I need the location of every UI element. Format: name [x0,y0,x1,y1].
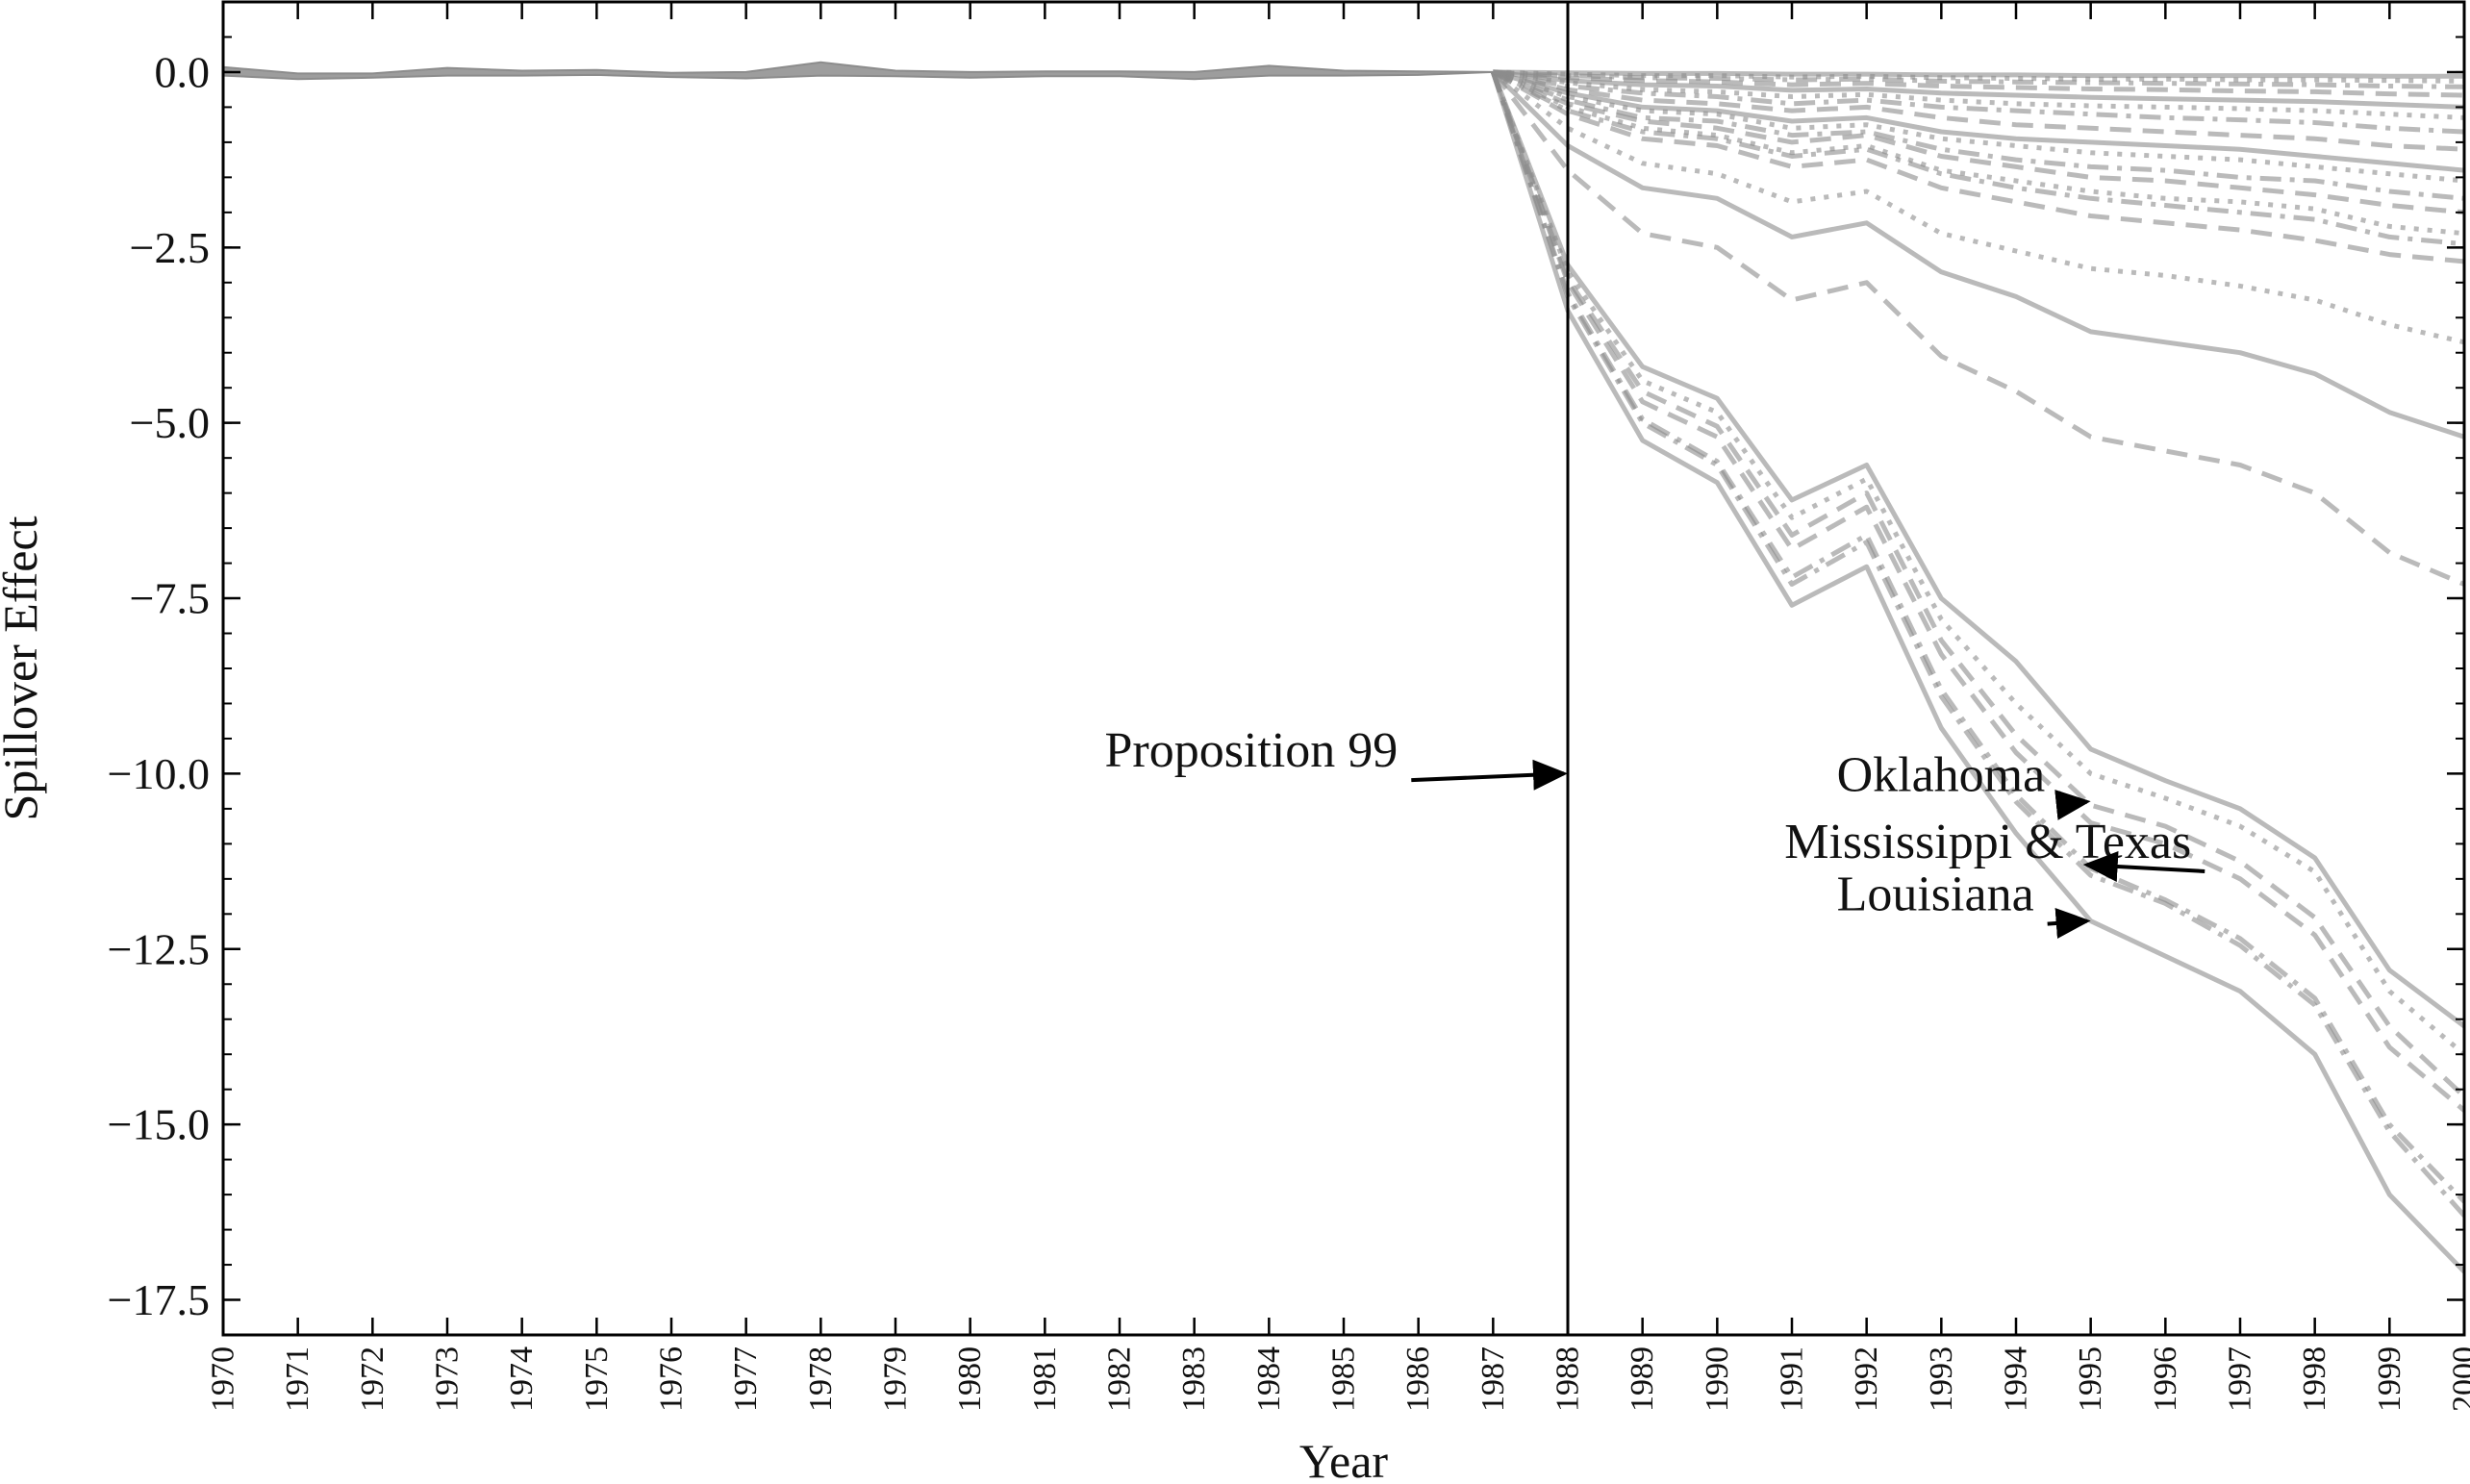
series-line-15 [1492,69,2464,201]
y-tick-label: −5.0 [130,398,210,447]
x-tick-label: 1985 [1326,1346,1362,1412]
series-line-20 [1492,69,2464,120]
x-tick-label: 1976 [654,1346,690,1412]
x-axis-label: Year [1299,1434,1388,1484]
x-tick-label: 1994 [1999,1346,2034,1412]
annotations: Proposition 99 Oklahoma Mississippi & Te… [1104,723,2205,939]
series-line-9 [1491,70,2464,440]
series-line-21 [1493,69,2464,110]
series-line-3 [1490,71,2464,1204]
x-tick-label: 1974 [504,1346,540,1412]
x-tick-label: 1981 [1027,1346,1063,1412]
x-tick-label: 1978 [803,1346,839,1412]
x-ticks: 1970 1971 1972 1973 1974 1975 1976 1977 1978 1979… [206,2,2470,1412]
x-tick-label: 1998 [2297,1346,2332,1412]
series-line-10 [1491,69,2464,345]
x-tick-label: 1992 [1849,1346,1884,1412]
louisiana-label: Louisiana [1837,868,2034,922]
y-axis-label: Spillover Effect [0,516,47,820]
y-tick-label: −7.5 [130,574,210,623]
series-line-11 [1492,69,2464,264]
x-tick-label: 1993 [1924,1346,1959,1412]
x-tick-label: 1980 [952,1346,988,1412]
y-tick-label: −15.0 [108,1100,210,1149]
series-line-7 [1490,70,2464,1028]
x-tick-label: 1987 [1475,1346,1511,1412]
x-tick-label: 1986 [1400,1346,1436,1412]
x-tick-label: 1970 [206,1346,241,1412]
series-line-18 [1492,69,2464,152]
arrow-oklahoma [2054,789,2091,820]
series-line-17 [1492,69,2464,173]
x-tick-label: 1972 [355,1346,391,1412]
y-tick-label: −10.0 [108,749,210,798]
x-tick-label: 1991 [1775,1346,1810,1412]
x-tick-label: 1973 [430,1346,466,1412]
series-line-8 [1491,70,2464,587]
x-tick-label: 1982 [1102,1346,1138,1412]
oklahoma-label: Oklahoma [1837,748,2046,803]
series-line-12 [1492,69,2464,247]
series-line-19 [1492,69,2464,135]
series-line-25 [1493,69,2464,79]
x-tick-label: 1975 [579,1346,615,1412]
series-line-louisiana [1490,71,2464,1274]
x-tick-label: 2000 [2447,1346,2470,1412]
pre-period-band [223,61,1494,81]
series-line-14 [1492,69,2464,215]
arrow-proposition-99 [1411,759,1568,791]
y-ticks: 0.0 −2.5 −5.0 −7.5 −10.0 −12.5 −15.0 −17.5 [108,36,2464,1324]
x-tick-label: 1997 [2223,1346,2258,1412]
x-tick-label: 1977 [728,1346,764,1412]
series-lines [223,61,2464,1274]
y-tick-label: 0.0 [155,47,211,96]
mississippi-texas-label: Mississippi & Texas [1784,815,2191,869]
series-line-4 [1490,71,2464,1113]
x-tick-label: 1979 [878,1346,914,1412]
x-tick-label: 1995 [2073,1346,2108,1412]
proposition-99-label: Proposition 99 [1104,723,1398,778]
y-tick-label: −17.5 [108,1275,210,1324]
y-tick-label: −12.5 [108,924,210,973]
x-tick-label: 1989 [1625,1346,1660,1412]
series-line-5 [1490,71,2464,1098]
x-tick-label: 1971 [280,1346,315,1412]
arrow-mississippi-texas [2082,851,2205,882]
arrow-louisiana [2047,908,2091,939]
series-line-2 [1490,71,2464,1218]
series-line-16 [1492,69,2464,184]
x-tick-label: 1999 [2372,1346,2407,1412]
y-tick-label: −2.5 [130,223,210,272]
x-tick-label: 1984 [1251,1346,1287,1412]
x-tick-label: 1983 [1176,1346,1212,1412]
x-tick-label: 1990 [1700,1346,1735,1412]
x-tick-label: 1988 [1550,1346,1586,1412]
x-tick-label: 1996 [2148,1346,2183,1412]
